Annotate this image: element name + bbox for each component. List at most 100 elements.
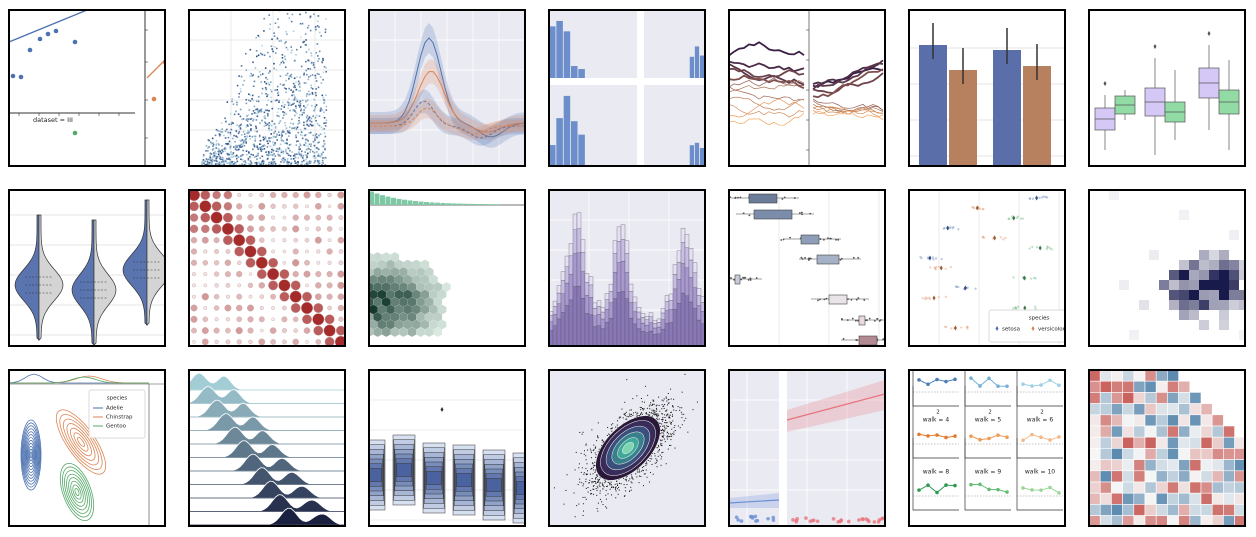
point bbox=[220, 163, 222, 166]
thumbnail[interactable] bbox=[1088, 9, 1246, 167]
point bbox=[292, 30, 295, 32]
cell bbox=[1133, 380, 1146, 393]
hexbin bbox=[369, 282, 374, 292]
point bbox=[299, 104, 302, 107]
point bbox=[660, 444, 662, 446]
point bbox=[299, 144, 302, 147]
point bbox=[638, 415, 640, 417]
point bbox=[338, 215, 344, 221]
hexbin bbox=[377, 319, 387, 330]
cell bbox=[1089, 403, 1101, 416]
point bbox=[630, 414, 632, 416]
thumbnail[interactable] bbox=[1088, 189, 1249, 347]
point bbox=[978, 437, 982, 442]
point bbox=[236, 293, 243, 300]
thumbnail[interactable] bbox=[1088, 369, 1246, 527]
point bbox=[309, 75, 312, 77]
cell bbox=[1099, 414, 1112, 427]
cell bbox=[1159, 280, 1169, 290]
thumbnail-border bbox=[548, 189, 706, 347]
hexbin bbox=[407, 297, 417, 307]
point bbox=[261, 44, 263, 47]
thumbnail[interactable] bbox=[363, 369, 535, 527]
point bbox=[656, 466, 658, 468]
point bbox=[286, 163, 289, 166]
point bbox=[228, 140, 231, 143]
box bbox=[753, 209, 793, 220]
point bbox=[312, 115, 314, 117]
point bbox=[611, 486, 613, 488]
point bbox=[252, 154, 254, 156]
point bbox=[800, 256, 803, 259]
point bbox=[265, 151, 267, 154]
thumbnail[interactable] bbox=[188, 369, 346, 527]
point bbox=[311, 104, 313, 107]
cell bbox=[1200, 414, 1213, 427]
point bbox=[258, 282, 266, 289]
point bbox=[285, 74, 287, 77]
point bbox=[270, 162, 273, 165]
bar bbox=[640, 313, 646, 318]
point bbox=[237, 113, 240, 116]
hexbin bbox=[424, 312, 434, 322]
bar bbox=[608, 302, 614, 319]
point bbox=[292, 338, 299, 346]
point bbox=[275, 136, 277, 138]
point bbox=[928, 296, 931, 299]
point bbox=[211, 223, 222, 234]
point bbox=[641, 412, 643, 414]
point bbox=[590, 452, 592, 454]
bar bbox=[700, 296, 705, 303]
thumbnail[interactable] bbox=[548, 369, 706, 527]
point bbox=[585, 481, 587, 483]
point bbox=[649, 457, 651, 459]
thumbnail[interactable] bbox=[8, 189, 171, 347]
point bbox=[624, 401, 626, 403]
point bbox=[305, 51, 308, 53]
point bbox=[273, 132, 275, 134]
point bbox=[636, 476, 638, 478]
point bbox=[242, 130, 245, 133]
point bbox=[258, 225, 265, 232]
point bbox=[277, 91, 280, 94]
thumbnail[interactable] bbox=[908, 9, 1066, 167]
thumbnail[interactable] bbox=[714, 189, 899, 347]
thumbnail[interactable] bbox=[728, 369, 886, 527]
point bbox=[583, 483, 585, 485]
point bbox=[260, 163, 262, 165]
bar bbox=[624, 240, 630, 254]
point bbox=[744, 276, 747, 279]
point bbox=[636, 415, 638, 417]
point bbox=[252, 85, 255, 87]
thumbnail[interactable] bbox=[548, 189, 709, 347]
point bbox=[312, 155, 315, 158]
point bbox=[1016, 305, 1020, 309]
point bbox=[274, 155, 277, 157]
thumbnail[interactable] bbox=[728, 9, 886, 167]
point bbox=[335, 325, 345, 336]
thumbnail[interactable] bbox=[548, 9, 706, 167]
thumbnail[interactable] bbox=[365, 189, 526, 347]
thumbnail[interactable] bbox=[188, 189, 347, 348]
point bbox=[219, 130, 221, 133]
point bbox=[629, 415, 631, 417]
point bbox=[267, 51, 269, 54]
thumbnail[interactable] bbox=[368, 9, 526, 167]
thumbnail[interactable] bbox=[188, 0, 346, 168]
point bbox=[664, 414, 666, 416]
point bbox=[625, 476, 627, 478]
point bbox=[314, 293, 322, 301]
cell bbox=[1111, 414, 1123, 427]
point bbox=[259, 157, 261, 159]
cell bbox=[1209, 270, 1219, 280]
point bbox=[290, 104, 293, 106]
point bbox=[298, 153, 301, 156]
point bbox=[248, 109, 251, 111]
thumbnail[interactable]: dataset = III bbox=[8, 9, 167, 167]
point bbox=[292, 82, 295, 85]
point bbox=[230, 123, 233, 126]
point bbox=[306, 138, 308, 141]
